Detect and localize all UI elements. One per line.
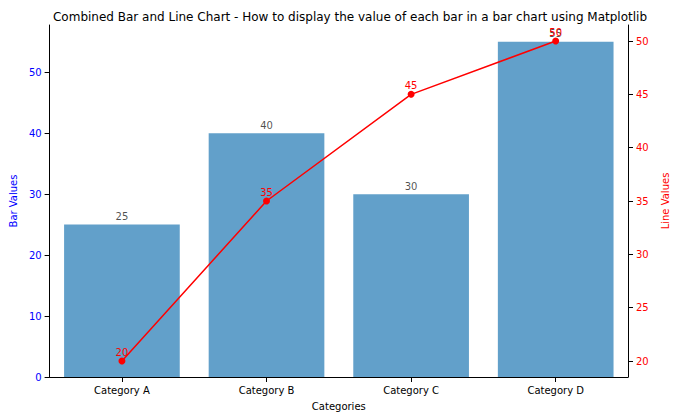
svg-text:0: 0 — [35, 372, 41, 383]
svg-text:Category B: Category B — [239, 385, 295, 396]
svg-text:25: 25 — [636, 302, 649, 313]
svg-text:20: 20 — [29, 250, 42, 261]
svg-text:Categories: Categories — [312, 401, 366, 412]
svg-text:40: 40 — [29, 128, 42, 139]
svg-text:50: 50 — [636, 36, 649, 47]
svg-text:Line Values: Line Values — [660, 173, 671, 230]
svg-text:45: 45 — [636, 89, 649, 100]
svg-text:40: 40 — [260, 120, 273, 131]
svg-text:Category C: Category C — [383, 385, 439, 396]
svg-text:35: 35 — [260, 187, 273, 198]
svg-text:Bar Values: Bar Values — [8, 175, 19, 228]
svg-text:10: 10 — [29, 311, 42, 322]
svg-text:Combined Bar and Line Chart -: Combined Bar and Line Chart - How to dis… — [53, 10, 647, 24]
svg-text:45: 45 — [405, 80, 418, 91]
svg-text:40: 40 — [636, 142, 649, 153]
svg-text:Category A: Category A — [94, 385, 150, 396]
svg-text:20: 20 — [636, 356, 649, 367]
svg-text:Category D: Category D — [527, 385, 584, 396]
svg-text:30: 30 — [405, 181, 418, 192]
svg-text:50: 50 — [549, 27, 562, 38]
svg-text:30: 30 — [29, 189, 42, 200]
svg-text:25: 25 — [116, 211, 129, 222]
svg-text:20: 20 — [116, 347, 129, 358]
svg-text:35: 35 — [636, 196, 649, 207]
svg-text:30: 30 — [636, 249, 649, 260]
svg-text:50: 50 — [29, 67, 42, 78]
